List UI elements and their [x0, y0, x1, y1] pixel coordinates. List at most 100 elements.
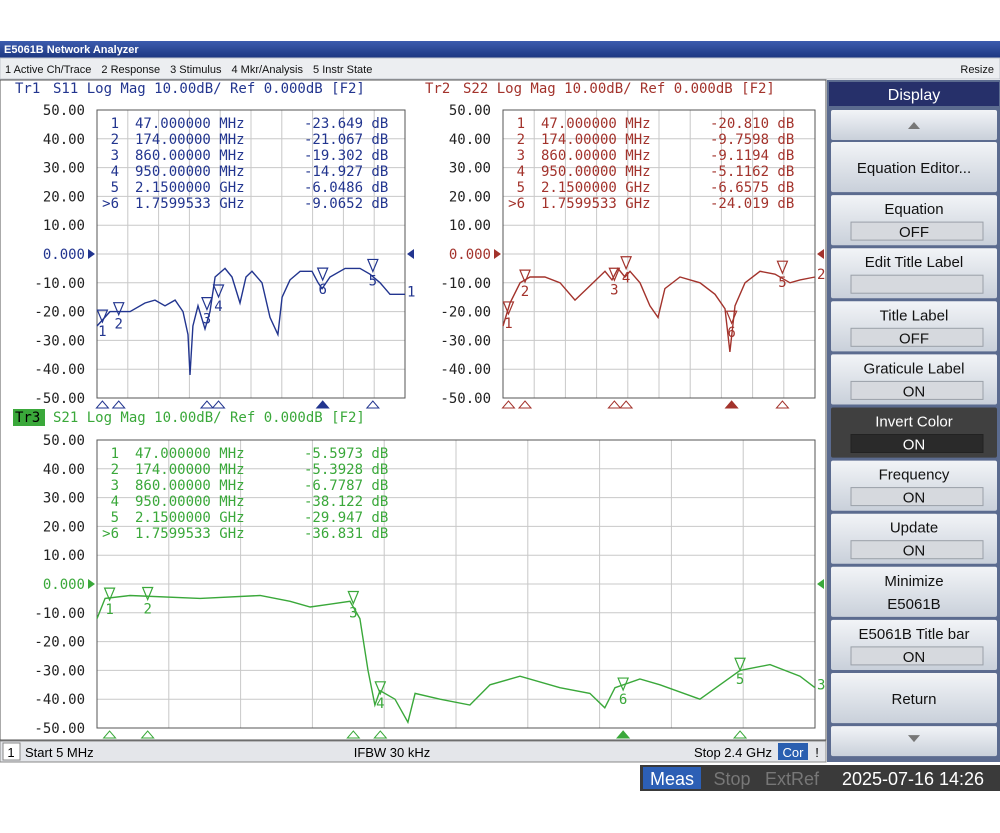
y-tick-label: -10.00: [34, 606, 85, 622]
marker-row-label: 3: [111, 148, 119, 164]
marker: [519, 269, 531, 284]
marker-row-label: 4: [517, 164, 525, 180]
marker-label: 2: [115, 317, 123, 333]
y-tick-label: -50.00: [34, 391, 85, 407]
softkey[interactable]: [831, 566, 997, 617]
trace-line: [96, 267, 405, 376]
marker: [608, 267, 621, 282]
marker-response: -19.302 dB: [304, 148, 388, 164]
y-tick-label: 30.00: [449, 161, 491, 177]
taskbar-item[interactable]: ExtRef: [765, 769, 820, 789]
trace-label[interactable]: Tr3: [15, 410, 40, 426]
trace-label-box: [13, 409, 45, 426]
marker-axis-flag: [607, 400, 622, 409]
marker-response: -36.831 dB: [304, 526, 388, 542]
marker-label: 4: [214, 299, 222, 315]
marker-label: 5: [736, 672, 744, 688]
marker-row-label: 4: [111, 494, 119, 510]
marker-label: 5: [778, 275, 786, 291]
marker: [502, 301, 515, 316]
marker: [347, 590, 360, 606]
marker-row-label: 1: [517, 116, 525, 132]
marker-label: 1: [504, 316, 512, 332]
menu-item[interactable]: 4 Mkr/Analysis: [231, 64, 303, 76]
marker-row-label: 5: [517, 180, 525, 196]
menu-item[interactable]: 1 Active Ch/Trace: [5, 64, 91, 76]
trace-header: S11 Log Mag 10.00dB/ Ref 0.000dB [F2]: [53, 81, 365, 97]
softkey[interactable]: [831, 673, 997, 724]
taskbar-clock: 2025-07-16 14:26: [842, 769, 984, 789]
marker-response: -5.3928 dB: [304, 462, 388, 478]
window-title: E5061B Network Analyzer: [4, 44, 139, 56]
marker: [103, 587, 116, 602]
y-tick-label: 20.00: [43, 519, 85, 535]
y-tick-label: -40.00: [440, 362, 491, 378]
marker-stimulus: 950.00000 MHz: [135, 164, 245, 180]
marker: [366, 258, 379, 273]
marker-response: -9.7598 dB: [710, 132, 794, 148]
marker-label: 3: [349, 606, 357, 622]
plot-frame: [96, 439, 816, 729]
marker-label: 4: [622, 271, 630, 287]
softkey-label: E5061B Title bar: [859, 626, 970, 643]
y-tick-label: 40.00: [449, 132, 491, 148]
y-tick-label: -20.00: [34, 635, 85, 651]
marker-response: -29.947 dB: [304, 510, 388, 526]
y-tick-label: -50.00: [34, 721, 85, 737]
marker-row-label: 5: [111, 510, 119, 526]
marker-row-label: >6: [102, 526, 119, 542]
scroll-down-arrow: [908, 735, 920, 743]
marker-stimulus: 1.7599533 GHz: [541, 196, 651, 212]
softkey-label: Return: [891, 691, 936, 708]
softkey-label: Minimize: [884, 573, 943, 590]
marker-label: 6: [727, 325, 735, 341]
marker-stimulus: 47.000000 MHz: [135, 116, 245, 132]
marker-stimulus: 950.00000 MHz: [135, 494, 245, 510]
marker-stimulus: 174.00000 MHz: [541, 132, 651, 148]
softkey[interactable]: [831, 142, 997, 193]
menu-item[interactable]: 2 Response: [101, 64, 160, 76]
taskbar-item[interactable]: Meas: [650, 769, 694, 789]
y-tick-label: 20.00: [43, 189, 85, 205]
marker-stimulus: 47.000000 MHz: [541, 116, 651, 132]
y-tick-label: 50.00: [43, 433, 85, 449]
trace-label[interactable]: Tr1: [15, 81, 40, 97]
marker-row-label: 5: [111, 180, 119, 196]
marker: [776, 260, 789, 275]
menu-resize[interactable]: Resize: [960, 64, 994, 76]
marker-response: -6.7787 dB: [304, 478, 388, 494]
marker-row-label: 1: [111, 116, 119, 132]
y-tick-label: 30.00: [43, 161, 85, 177]
trace-line: [502, 267, 816, 352]
status-alert: !: [815, 745, 819, 760]
y-tick-label: 20.00: [449, 189, 491, 205]
marker-label: 3: [203, 312, 211, 328]
marker-stimulus: 2.1500000 GHz: [541, 180, 651, 196]
softkey-value: ON: [903, 490, 926, 507]
trace-end-label: 2: [817, 267, 825, 283]
ref-arrow: [817, 579, 824, 589]
softkey-value-box: [850, 540, 984, 560]
softkey-value: ON: [903, 383, 926, 400]
y-tick-label: 0.000: [449, 247, 491, 263]
marker: [734, 657, 746, 672]
trace-label[interactable]: Tr2: [425, 81, 450, 97]
marker-stimulus: 1.7599533 GHz: [135, 196, 245, 212]
marker-row-label: 3: [111, 478, 119, 494]
marker: [316, 267, 329, 282]
trace-header: S22 Log Mag 10.00dB/ Ref 0.000dB [F2]: [463, 81, 775, 97]
channel-box: [2, 742, 21, 761]
taskbar-item[interactable]: Stop: [713, 769, 750, 789]
marker-axis-flag: [199, 400, 215, 409]
menu-item[interactable]: 5 Instr State: [313, 64, 372, 76]
y-tick-label: 0.000: [43, 577, 85, 593]
marker-label: 2: [143, 602, 151, 618]
marker-response: -38.122 dB: [304, 494, 388, 510]
y-tick-label: -30.00: [34, 333, 85, 349]
marker-axis-flag: [501, 400, 516, 409]
softkey-label: Equation: [884, 201, 943, 218]
marker-response: -9.0652 dB: [304, 196, 388, 212]
menu-item[interactable]: 3 Stimulus: [170, 64, 222, 76]
marker-response: -23.649 dB: [304, 116, 388, 132]
